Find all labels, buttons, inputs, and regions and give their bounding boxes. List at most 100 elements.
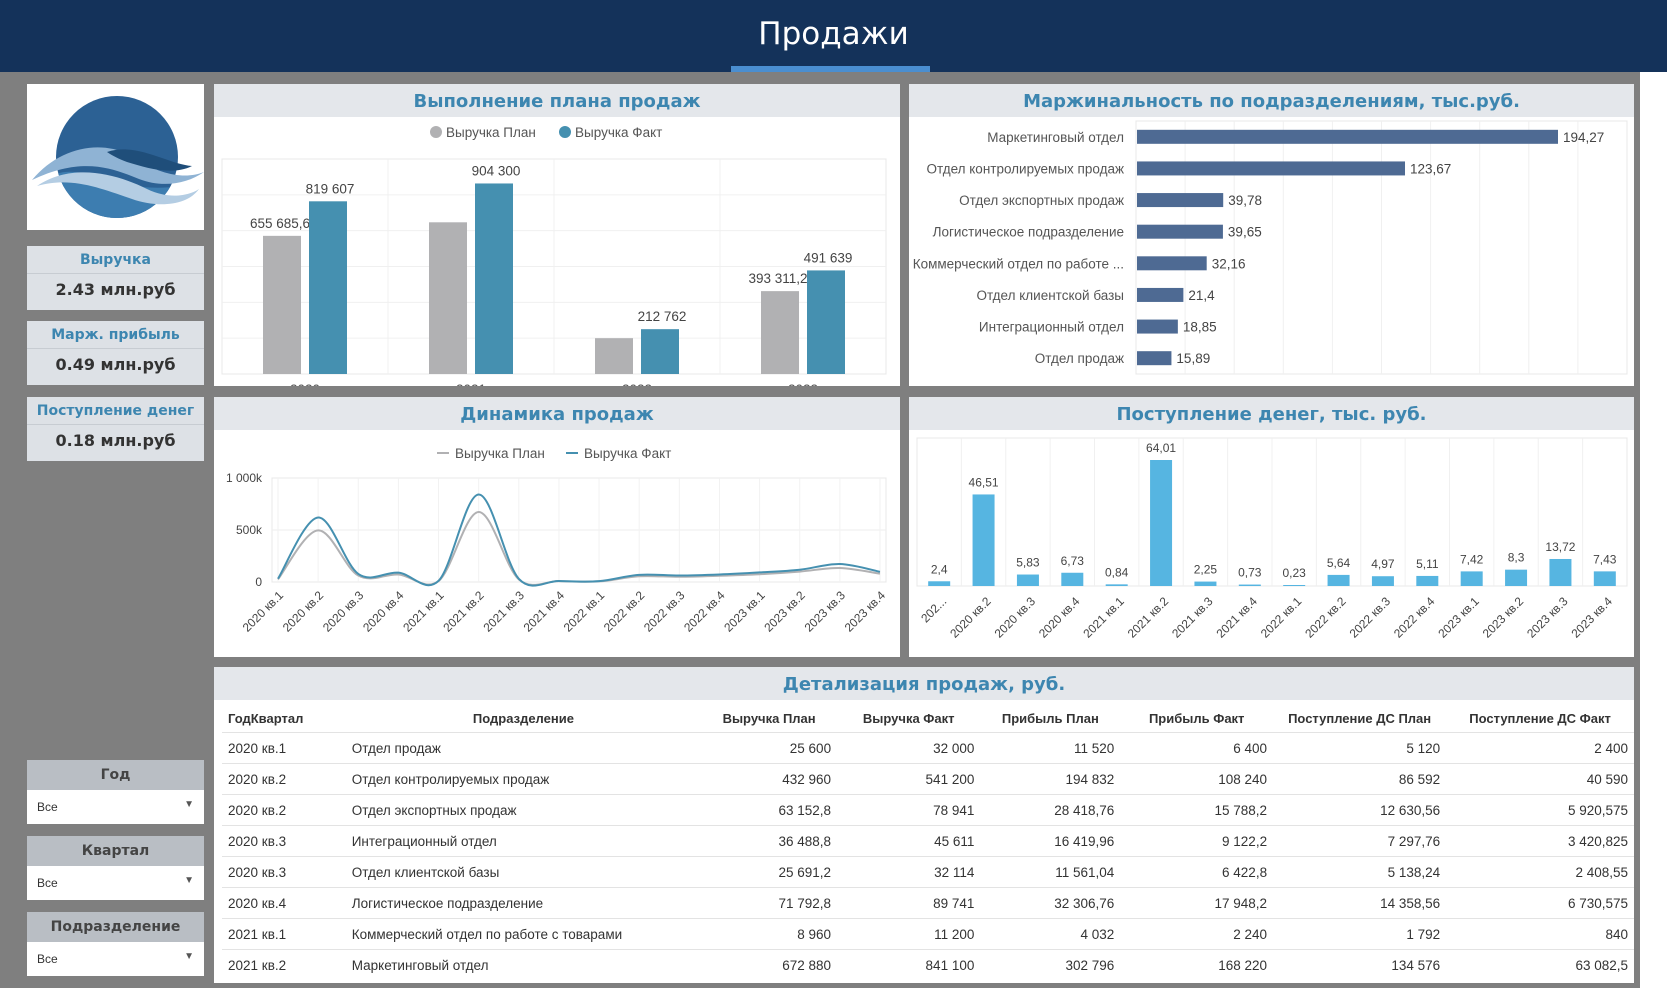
x-tick-label: 2023 кв.3: [1524, 594, 1571, 641]
series-line-fact: [277, 493, 881, 587]
table-cell: 6 400: [1120, 732, 1274, 764]
table-row[interactable]: 2020 кв.3 Отдел клиентской базы 25 691,2 32…: [222, 856, 1634, 888]
year-select[interactable]: Все ▼: [27, 790, 204, 824]
bar: [1137, 319, 1178, 334]
table-cell: 3 420,825: [1446, 825, 1634, 857]
bar: [1016, 574, 1039, 586]
chart-title: Выполнение плана продаж: [214, 84, 900, 117]
chevron-down-icon: ▼: [184, 951, 194, 962]
data-label: 5,64: [1327, 556, 1351, 570]
kpi-label: Марж. прибыль: [51, 327, 180, 343]
column-header[interactable]: ГодКвартал: [228, 711, 304, 726]
right-margin: [1640, 72, 1667, 988]
kpi-value: 0.18 млн.руб: [55, 431, 176, 450]
table-cell: 78 941: [837, 794, 981, 826]
column-header[interactable]: Подразделение: [472, 711, 574, 726]
table-cell: 32 306,76: [980, 887, 1121, 919]
x-tick-label: 2021 кв.1: [1080, 594, 1127, 641]
table-cell: 25 691,2: [701, 856, 838, 888]
y-tick-label: 1 000k: [226, 471, 263, 485]
table-cell: 8 960: [701, 918, 838, 950]
x-tick-label: 2023 кв.1: [1435, 594, 1482, 641]
details-table: ГодКвартал Подразделение Выручка План Выруч…: [222, 705, 1634, 980]
table-row[interactable]: 2021 кв.2 Маркетинговый отдел 672 880 841 1…: [222, 949, 1634, 980]
bar: [1327, 574, 1350, 586]
bar-fact: [309, 201, 347, 374]
data-label: 39,65: [1228, 225, 1262, 240]
company-logo: [27, 84, 204, 230]
panel-cash-inflow: Поступление денег, тыс. руб. 2,4 202... 46…: [909, 397, 1634, 657]
bar: [1416, 575, 1439, 586]
bar: [1150, 460, 1173, 586]
bar: [1137, 256, 1207, 271]
table-cell: 1 792: [1273, 918, 1447, 950]
data-label: 64,01: [1146, 441, 1176, 455]
y-tick-label: Отдел контролируемых продаж: [926, 161, 1124, 176]
column-header[interactable]: Прибыль Факт: [1148, 711, 1245, 726]
x-tick-label: 2023 кв.2: [1480, 594, 1527, 641]
chart-title: Маржинальность по подразделениям, тыс.ру…: [909, 84, 1634, 117]
column-header[interactable]: Поступление ДС План: [1288, 711, 1432, 726]
table-cell: 2020 кв.2: [222, 763, 346, 795]
table-cell: 2 400: [1446, 732, 1634, 764]
table-cell: 841 100: [837, 949, 981, 980]
data-label: 491 639: [804, 250, 853, 265]
table-cell: 6 730,575: [1446, 887, 1634, 919]
chevron-down-icon: ▼: [184, 875, 194, 886]
kpi-value: 0.49 млн.руб: [55, 355, 176, 374]
quarter-select[interactable]: Все ▼: [27, 866, 204, 900]
data-label: 0,73: [1238, 566, 1262, 580]
filter-label: Квартал: [27, 836, 204, 866]
y-tick-label: Отдел экспортных продаж: [959, 193, 1124, 208]
table-row[interactable]: 2020 кв.4 Логистическое подразделение 71 7…: [222, 887, 1634, 919]
column-header[interactable]: Прибыль План: [1001, 711, 1099, 726]
column-header[interactable]: Выручка Факт: [862, 711, 955, 726]
table-row[interactable]: 2020 кв.2 Отдел контролируемых продаж 432 …: [222, 763, 1634, 795]
bar: [972, 494, 995, 586]
y-tick-label: Отдел продаж: [1035, 351, 1124, 366]
bar-fact: [475, 183, 513, 374]
data-label: 21,4: [1188, 288, 1215, 303]
page-title: Продажи: [758, 16, 909, 52]
table-row[interactable]: 2020 кв.1 Отдел продаж 25 600 32 000 11 520 6…: [222, 732, 1634, 764]
kpi-label: Поступление денег: [36, 403, 195, 419]
column-header[interactable]: Выручка План: [722, 711, 816, 726]
bar-plan: [429, 222, 467, 374]
data-label: 212 762: [638, 309, 687, 324]
data-label: 7,42: [1460, 552, 1484, 566]
table-row[interactable]: 2020 кв.2 Отдел экспортных продаж 63 152,8…: [222, 794, 1634, 826]
bar: [1137, 351, 1172, 366]
table-cell: 89 741: [837, 887, 981, 919]
data-label: 32,16: [1212, 256, 1246, 271]
bar: [1137, 193, 1224, 208]
bar: [1460, 571, 1483, 586]
x-tick-label: 2023 кв.4: [842, 588, 889, 635]
y-tick-label: Маркетинговый отдел: [987, 130, 1124, 145]
column-header[interactable]: Поступление ДС Факт: [1469, 711, 1611, 726]
table-cell: 5 920,575: [1446, 794, 1634, 826]
kpi-value: 2.43 млн.руб: [55, 280, 176, 299]
table-row[interactable]: 2021 кв.1 Коммерческий отдел по работе с …: [222, 918, 1634, 950]
x-tick-label: 2022 кв.2: [601, 588, 648, 635]
x-tick-label: 2022 кв.4: [1391, 594, 1438, 641]
x-tick-label: 2023: [788, 382, 818, 386]
table-cell: 14 358,56: [1273, 887, 1447, 919]
table-row[interactable]: 2020 кв.3 Интеграционный отдел 36 488,8 45 …: [222, 825, 1634, 857]
filter-department: Подразделение Все ▼: [27, 912, 204, 976]
kpi-margin-profit: Марж. прибыль 0.49 млн.руб: [27, 321, 204, 385]
data-label: 15,89: [1176, 351, 1210, 366]
x-tick-label: 2021 кв.3: [1169, 594, 1216, 641]
x-tick-label: 2022 кв.3: [641, 588, 688, 635]
bar: [1593, 571, 1616, 586]
x-tick-label: 2020 кв.4: [1036, 594, 1083, 641]
plan-bar-chart: Выручка План Выручка Факт 2020 655 685,6 819…: [221, 125, 887, 386]
table-cell: 15 788,2: [1120, 794, 1274, 826]
x-tick-label: 2020: [290, 382, 320, 386]
x-tick-label: 2023 кв.1: [721, 588, 768, 635]
bar: [1137, 224, 1223, 239]
table-cell: 4 032: [980, 918, 1121, 950]
legend-label-plan: Выручка План: [446, 125, 536, 140]
data-label: 46,51: [969, 475, 999, 489]
department-select[interactable]: Все ▼: [27, 942, 204, 976]
x-tick-label: 2020 кв.3: [992, 594, 1039, 641]
